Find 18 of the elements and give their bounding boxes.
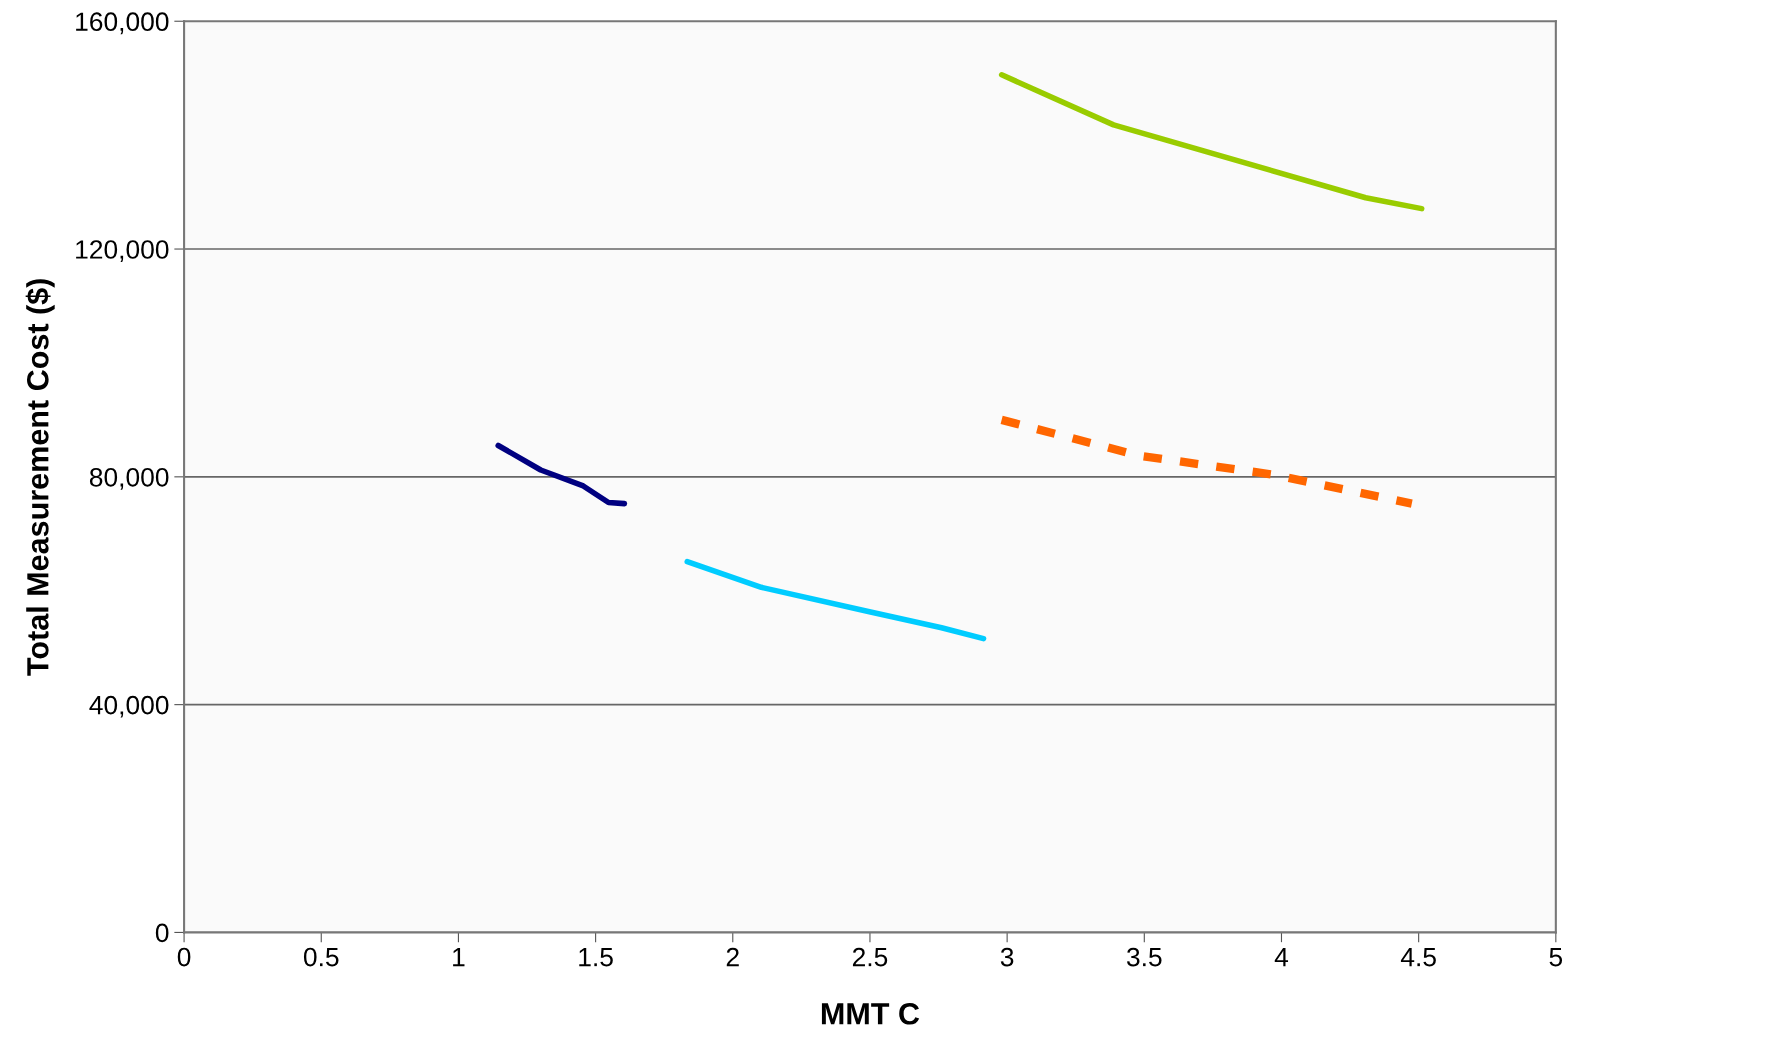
y-tick-label: 120,000	[76, 240, 169, 262]
x-tick-label: 3.5	[1126, 947, 1162, 967]
x-axis-title: MMT C	[821, 1002, 920, 1025]
x-tick-label: 3	[1000, 947, 1014, 967]
x-tick-label: 1	[453, 947, 465, 967]
y-axis-title: Total Measurement Cost ($)	[25, 279, 55, 676]
x-tick-label: 2	[726, 947, 739, 967]
x-tick-label: 4.5	[1400, 947, 1436, 967]
y-tick-label: 160,000	[76, 12, 169, 35]
y-tick-label: 40,000	[89, 695, 169, 718]
x-tick-label: 0.5	[303, 947, 339, 967]
x-tick-label: 2.5	[852, 947, 888, 967]
x-tick-label: 1.5	[579, 947, 613, 967]
x-tick-label: 0	[177, 947, 191, 967]
y-tick-label: 0	[155, 923, 169, 943]
x-tick-label: 4	[1274, 947, 1289, 967]
x-tick-label: 5	[1549, 947, 1563, 967]
y-tick-label: 80,000	[89, 467, 169, 490]
